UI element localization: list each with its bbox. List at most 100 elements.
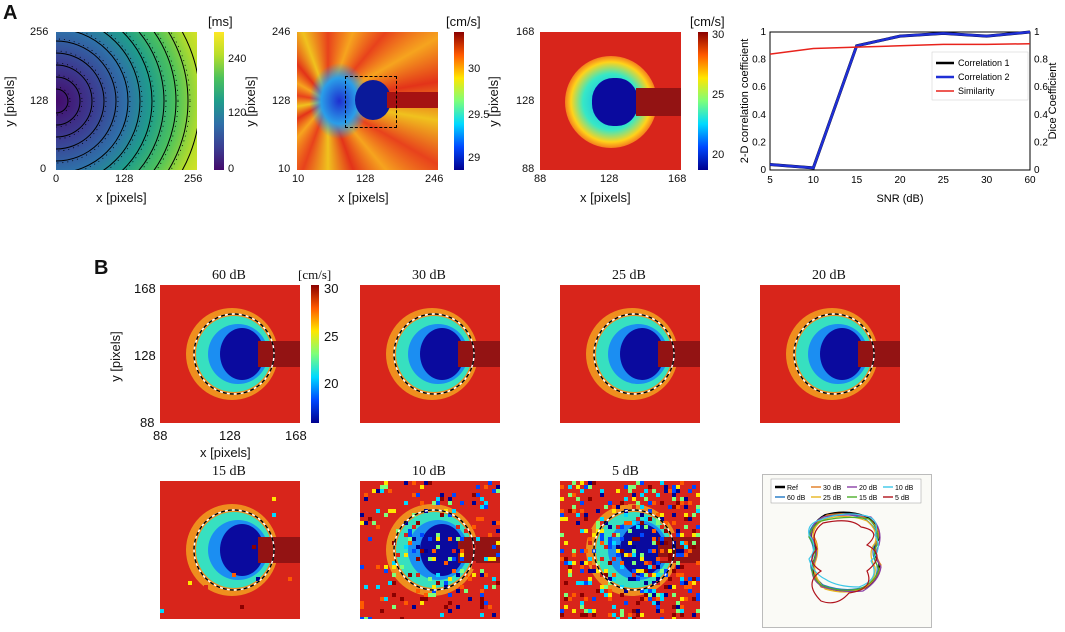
x-tick: 128: [356, 173, 375, 185]
contour-plot: Ref 30 dB 20 dB 10 dB 60 dB 25 dB 15 dB 5 dB: [770, 478, 922, 604]
y-tick-label: 0: [760, 165, 766, 176]
x-tick: 128: [115, 173, 134, 185]
y-tick-label: 0.2: [752, 137, 766, 148]
contour-comparison-panel: Ref 30 dB 20 dB 10 dB 60 dB 25 dB 15 dB 5 dB: [762, 474, 932, 628]
activation-map-image: [56, 32, 197, 170]
snr-map-title: 25 dB: [612, 268, 646, 283]
y2-tick-label: 0.8: [1034, 55, 1048, 66]
x-tick: 128: [600, 173, 619, 185]
colorbar-tick: 25: [712, 89, 725, 101]
x-tick: 0: [53, 173, 60, 185]
y-axis-label: y [pixels]: [1, 76, 17, 127]
x-tick-label: 25: [938, 175, 950, 186]
activation-colorbar: [214, 32, 224, 170]
velocity-colorbar: [454, 32, 464, 170]
contour-lines: [808, 511, 882, 604]
isochrone-lines: [56, 32, 197, 170]
b-x-axis-label: x [pixels]: [200, 445, 251, 460]
colorbar-tick: 120: [228, 107, 247, 119]
contour-legend-label: 60 dB: [787, 495, 806, 502]
colorbar-tick: 30: [468, 63, 481, 75]
b-x-tick: 88: [153, 428, 168, 443]
contour-legend-label: Ref: [787, 485, 798, 492]
b-y-axis-label: y [pixels]: [107, 331, 123, 382]
legend-label: Similarity: [958, 86, 995, 96]
panel-label-a: A: [3, 2, 18, 24]
snr-map-image: [360, 481, 500, 619]
snr-map-image: [160, 285, 300, 423]
snr-map-image: [360, 285, 500, 423]
contour-legend-label: 5 dB: [895, 495, 910, 502]
y-tick: 10: [278, 163, 291, 175]
b-colorbar-unit: [cm/s]: [298, 267, 332, 282]
vessel-outlet: [387, 92, 438, 108]
colorbar-tick: 20: [712, 149, 725, 161]
contour-legend-label: 20 dB: [859, 485, 878, 492]
x-tick-label: 5: [767, 175, 773, 186]
x-tick-label: 15: [851, 175, 863, 186]
b-y-tick: 88: [140, 415, 155, 430]
colorbar-unit: [cm/s]: [690, 14, 725, 29]
y-tick: 128: [30, 95, 49, 107]
colorbar-unit: [ms]: [208, 14, 233, 29]
snr-map-image: [560, 285, 700, 423]
b-colorbar-tick: 20: [324, 376, 339, 391]
vessel-core: [592, 78, 638, 126]
y-tick: 168: [516, 26, 535, 38]
snr-map-title: 10 dB: [412, 464, 446, 479]
x-axis-label: x [pixels]: [338, 190, 389, 205]
y-tick: 256: [30, 26, 49, 38]
contour-legend-box: [770, 478, 922, 504]
velocity-map-image: [297, 32, 438, 170]
velocity-zoom-colorbar: [698, 32, 708, 170]
snr-map-title: 60 dB: [212, 268, 246, 283]
y2-tick-label: 0: [1034, 165, 1040, 176]
colorbar-tick: 30: [712, 29, 725, 41]
x-tick: 168: [668, 173, 687, 185]
x-axis-label: x [pixels]: [580, 190, 631, 205]
b-colorbar: [311, 285, 319, 423]
snr-map-title: 20 dB: [812, 268, 846, 283]
contour-10db: [808, 513, 879, 588]
snr-map-image: [560, 481, 700, 619]
series-line-similarity: [769, 42, 1031, 55]
y2-tick-label: 1: [1034, 27, 1040, 38]
snr-map-title: 15 dB: [212, 464, 246, 479]
y-axis-label: y [pixels]: [242, 76, 258, 127]
x-tick-label: 60: [1024, 175, 1036, 186]
y-tick-label: 1: [760, 27, 766, 38]
b-colorbar-tick: 30: [324, 281, 339, 296]
velocity-zoom-image: [540, 32, 681, 170]
x-tick: 88: [534, 173, 547, 185]
colorbar-tick: 29.5: [468, 109, 490, 121]
contour-legend-label: 25 dB: [823, 495, 842, 502]
b-x-tick: 168: [285, 428, 307, 443]
colorbar-unit: [cm/s]: [446, 14, 481, 29]
x-tick: 10: [292, 173, 305, 185]
x-tick-label: 10: [808, 175, 820, 186]
snr-line-chart: 5 10 15 20 25 30 600 00.2 0.20.4 0.40.6 0.60.8 0.81…: [740, 27, 1059, 205]
colorbar-tick: 29: [468, 152, 481, 164]
colorbar-tick: 240: [228, 53, 247, 65]
b-y-tick: 128: [134, 348, 156, 363]
contour-legend-label: 10 dB: [895, 485, 914, 492]
vessel-core: [355, 80, 391, 120]
y-tick: 88: [522, 163, 535, 175]
contour-legend-label: 30 dB: [823, 485, 842, 492]
contour-5db: [811, 520, 878, 604]
zoom-region-box: [345, 76, 397, 128]
b-x-tick: 128: [219, 428, 241, 443]
y2-tick-label: 0.6: [1034, 82, 1048, 93]
y-tick: 0: [40, 163, 47, 175]
x-axis-label: x [pixels]: [96, 190, 147, 205]
b-colorbar-tick: 25: [324, 329, 339, 344]
y2-tick-label: 0.2: [1034, 137, 1048, 148]
chart-xlabel: SNR (dB): [876, 193, 923, 205]
y-tick: 128: [516, 95, 535, 107]
y-tick-label: 0.6: [752, 82, 766, 93]
y2-tick-label: 0.4: [1034, 110, 1048, 121]
y-tick-label: 0.4: [752, 110, 766, 121]
y-tick-label: 0.8: [752, 55, 766, 66]
snr-map-image: [160, 481, 300, 619]
snr-map-image: [760, 285, 900, 423]
